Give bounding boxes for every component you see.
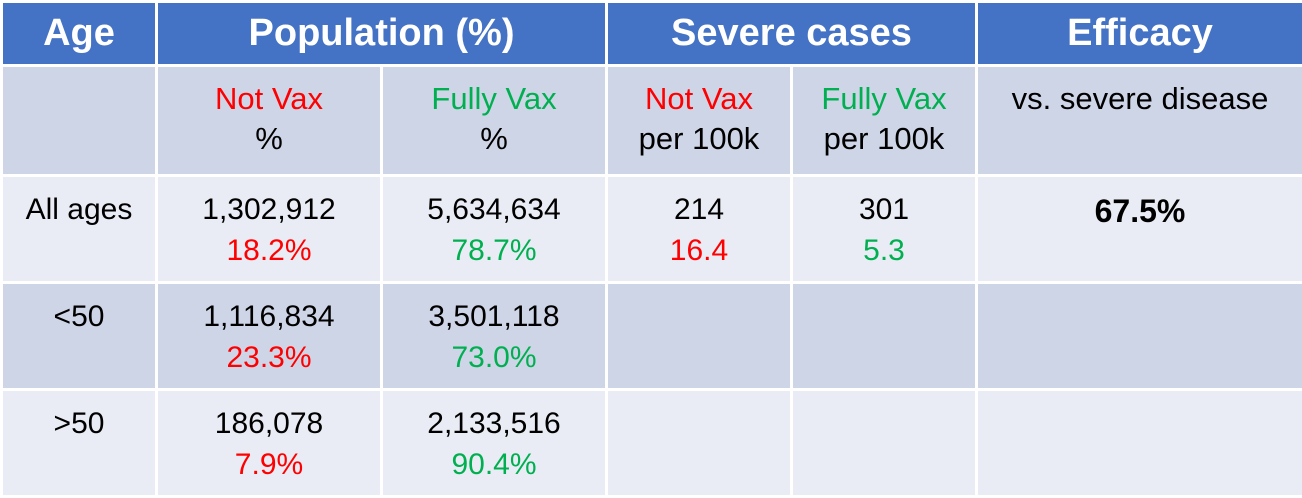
severe-fullyvax-cell: 301 5.3 bbox=[792, 176, 977, 283]
table-row-over-50: >50 186,078 7.9% 2,133,516 90.4% bbox=[2, 390, 1302, 497]
fullyvax-count: 2,133,516 bbox=[387, 404, 601, 445]
subheader-notvax-pct: Not Vax % bbox=[157, 66, 382, 176]
efficacy-note-label: vs. severe disease bbox=[982, 79, 1298, 119]
subheader-age-empty bbox=[2, 66, 157, 176]
header-age: Age bbox=[2, 2, 157, 66]
efficacy-cell bbox=[977, 283, 1302, 390]
percent-unit-label: % bbox=[162, 119, 376, 159]
fullyvax-population-cell: 5,634,634 78.7% bbox=[382, 176, 607, 283]
notvax-percent: 18.2% bbox=[162, 231, 376, 272]
severe-fullyvax-count: 301 bbox=[797, 190, 971, 231]
efficacy-cell: 67.5% bbox=[977, 176, 1302, 283]
severe-fullyvax-cell bbox=[792, 283, 977, 390]
age-cell: All ages bbox=[2, 176, 157, 283]
table-header-row: Age Population (%) Severe cases Efficacy bbox=[2, 2, 1302, 66]
severe-notvax-cell bbox=[607, 283, 792, 390]
severe-fullyvax-cell bbox=[792, 390, 977, 497]
notvax-count: 1,116,834 bbox=[162, 297, 376, 338]
header-population: Population (%) bbox=[157, 2, 607, 66]
severe-notvax-rate: 16.4 bbox=[612, 231, 786, 272]
fullyvax-population-cell: 2,133,516 90.4% bbox=[382, 390, 607, 497]
severe-notvax-cell: 214 16.4 bbox=[607, 176, 792, 283]
age-cell: >50 bbox=[2, 390, 157, 497]
age-cell: <50 bbox=[2, 283, 157, 390]
fullyvax-percent: 73.0% bbox=[387, 338, 601, 379]
fullyvax-population-cell: 3,501,118 73.0% bbox=[382, 283, 607, 390]
fullyvax-label: Fully Vax bbox=[797, 79, 971, 119]
fullyvax-percent: 78.7% bbox=[387, 231, 601, 272]
notvax-population-cell: 1,302,912 18.2% bbox=[157, 176, 382, 283]
per100k-unit-label: per 100k bbox=[612, 119, 786, 159]
efficacy-value: 67.5% bbox=[982, 190, 1298, 233]
severe-notvax-count: 214 bbox=[612, 190, 786, 231]
severe-fullyvax-rate: 5.3 bbox=[797, 231, 971, 272]
table-row-all-ages: All ages 1,302,912 18.2% 5,634,634 78.7%… bbox=[2, 176, 1302, 283]
notvax-percent: 23.3% bbox=[162, 338, 376, 379]
table-row-under-50: <50 1,116,834 23.3% 3,501,118 73.0% bbox=[2, 283, 1302, 390]
subheader-fullyvax-pct: Fully Vax % bbox=[382, 66, 607, 176]
table-subheader-row: Not Vax % Fully Vax % Not Vax per 100k F… bbox=[2, 66, 1302, 176]
fullyvax-count: 3,501,118 bbox=[387, 297, 601, 338]
subheader-fullyvax-per100k: Fully Vax per 100k bbox=[792, 66, 977, 176]
efficacy-cell bbox=[977, 390, 1302, 497]
notvax-population-cell: 1,116,834 23.3% bbox=[157, 283, 382, 390]
subheader-notvax-per100k: Not Vax per 100k bbox=[607, 66, 792, 176]
header-efficacy: Efficacy bbox=[977, 2, 1302, 66]
fullyvax-percent: 90.4% bbox=[387, 445, 601, 486]
notvax-count: 186,078 bbox=[162, 404, 376, 445]
header-severe-cases: Severe cases bbox=[607, 2, 977, 66]
fullyvax-label: Fully Vax bbox=[387, 79, 601, 119]
notvax-population-cell: 186,078 7.9% bbox=[157, 390, 382, 497]
notvax-percent: 7.9% bbox=[162, 445, 376, 486]
notvax-label: Not Vax bbox=[162, 79, 376, 119]
severe-notvax-cell bbox=[607, 390, 792, 497]
percent-unit-label: % bbox=[387, 119, 601, 159]
per100k-unit-label: per 100k bbox=[797, 119, 971, 159]
subheader-efficacy-note: vs. severe disease bbox=[977, 66, 1302, 176]
notvax-count: 1,302,912 bbox=[162, 190, 376, 231]
fullyvax-count: 5,634,634 bbox=[387, 190, 601, 231]
notvax-label: Not Vax bbox=[612, 79, 786, 119]
